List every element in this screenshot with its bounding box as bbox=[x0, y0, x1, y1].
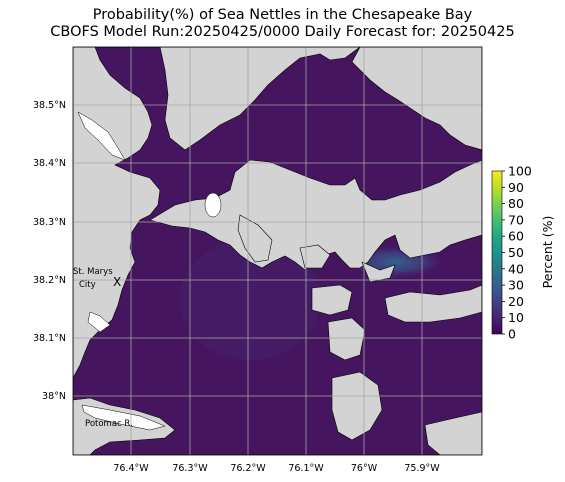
potomac-label: Potomac R. bbox=[85, 419, 133, 429]
colorbar-axis-label: Percent (%) bbox=[540, 216, 555, 289]
st-marys-label-line2: City bbox=[79, 280, 96, 290]
island-4 bbox=[311, 284, 353, 316]
colorbar-tick-label: 70 bbox=[508, 212, 524, 227]
colorbar-tick-label: 20 bbox=[508, 294, 524, 309]
map-panel: St. Marys City X Potomac R. bbox=[73, 47, 482, 455]
island-1 bbox=[204, 192, 222, 218]
island-5 bbox=[327, 317, 366, 361]
colorbar-tick-label: 100 bbox=[508, 164, 532, 179]
island-3 bbox=[299, 244, 331, 269]
longitude-labels: 76.4°W 76.3°W 76.2°W 76.1°W 76°W 75.9°W bbox=[113, 463, 440, 474]
potomac-white-band bbox=[81, 404, 166, 431]
lat-tick-label: 38.3°N bbox=[33, 217, 66, 228]
inlet-patch-2 bbox=[87, 311, 111, 333]
lon-tick-label: 76.4°W bbox=[113, 463, 149, 474]
st-marys-label-line1: St. Marys bbox=[73, 267, 113, 277]
colorbar-tick-label: 40 bbox=[508, 261, 524, 276]
colorbar: 0 10 20 30 40 50 60 70 80 90 100 Percent… bbox=[491, 164, 555, 342]
lat-tick-label: 38.4°N bbox=[33, 158, 66, 169]
eastern-shore-land bbox=[149, 159, 482, 271]
colorbar-tick-label: 10 bbox=[508, 310, 524, 325]
lat-tick-label: 38.2°N bbox=[33, 275, 66, 286]
lat-tick-label: 38.1°N bbox=[33, 333, 66, 344]
map-gridlines bbox=[73, 47, 482, 455]
st-marys-marker: X bbox=[113, 275, 121, 289]
colorbar-tick-label: 50 bbox=[508, 245, 524, 260]
island-8 bbox=[424, 411, 482, 455]
lon-tick-label: 76.2°W bbox=[230, 463, 266, 474]
colorbar-tick-label: 90 bbox=[508, 180, 524, 195]
upper-land bbox=[159, 47, 361, 151]
colorbar-tick-label: 0 bbox=[508, 327, 516, 342]
lat-tick-label: 38.5°N bbox=[33, 100, 66, 111]
map-title-line2: CBOFS Model Run:20250425/0000 Daily Fore… bbox=[50, 24, 515, 40]
island-9 bbox=[361, 261, 396, 283]
colorbar-tick-label: 30 bbox=[508, 278, 524, 293]
lon-tick-label: 76.1°W bbox=[288, 463, 324, 474]
lon-tick-label: 75.9°W bbox=[404, 463, 440, 474]
island-7 bbox=[384, 284, 482, 323]
map-title-line1: Probability(%) of Sea Nettles in the Che… bbox=[92, 7, 473, 23]
colorbar-tick-label: 80 bbox=[508, 196, 524, 211]
lat-tick-label: 38°N bbox=[42, 391, 66, 402]
lon-tick-label: 76°W bbox=[351, 463, 378, 474]
latitude-labels: 38.5°N 38.4°N 38.3°N 38.2°N 38.1°N 38°N bbox=[33, 100, 66, 402]
colorbar-tick-label: 60 bbox=[508, 229, 524, 244]
probability-highlight-mid bbox=[180, 240, 320, 360]
inlet-patch-1 bbox=[77, 111, 126, 161]
map-frame bbox=[72, 46, 483, 456]
island-6 bbox=[331, 371, 383, 441]
upper-right-land bbox=[351, 47, 482, 151]
colorbar-gradient bbox=[491, 170, 503, 335]
island-2 bbox=[237, 214, 273, 263]
lon-tick-label: 76.3°W bbox=[172, 463, 208, 474]
colorbar-ticks bbox=[502, 170, 505, 335]
